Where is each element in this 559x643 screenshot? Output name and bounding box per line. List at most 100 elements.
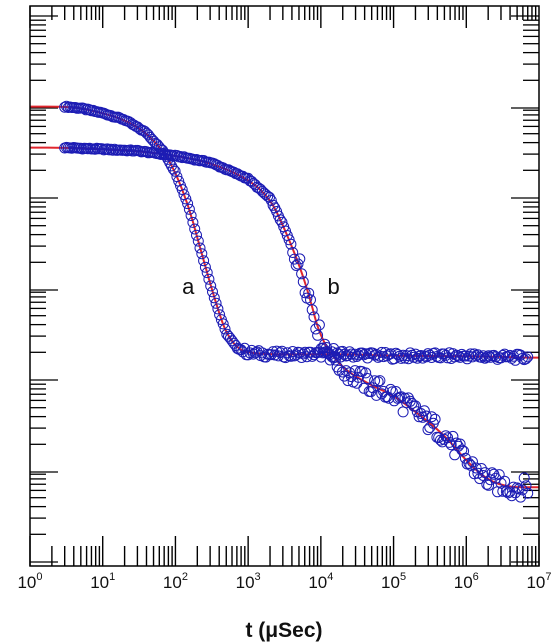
x-tick-label: 105 <box>381 571 406 592</box>
data-point-b <box>372 376 384 388</box>
data-point-a <box>516 352 528 364</box>
annotation-a: a <box>182 274 195 299</box>
data-point-b <box>155 149 167 160</box>
data-point-a <box>488 349 500 361</box>
data-point-a <box>59 101 71 113</box>
data-point-a <box>358 349 370 361</box>
data-point-a <box>459 350 471 362</box>
data-point-b <box>516 484 528 496</box>
data-points-layer <box>59 100 534 503</box>
data-point-b <box>297 276 309 288</box>
data-point-b <box>442 432 454 444</box>
data-point-b <box>313 319 325 331</box>
data-point-b <box>486 467 498 479</box>
data-point-b <box>303 287 315 299</box>
data-point-a <box>187 216 199 228</box>
data-point-b <box>470 462 482 474</box>
data-point-b <box>329 354 341 366</box>
data-point-a <box>449 351 461 363</box>
data-point-b <box>349 365 361 377</box>
data-point-b <box>374 375 386 387</box>
data-point-a <box>397 349 409 361</box>
data-point-b <box>385 383 397 395</box>
data-point-a <box>191 229 202 241</box>
data-point-b <box>458 445 470 457</box>
data-point-b <box>187 153 199 165</box>
data-point-a <box>392 349 404 360</box>
data-point-b <box>290 260 302 271</box>
data-point-b <box>424 422 436 433</box>
data-point-a <box>287 346 299 357</box>
x-tick-label: 107 <box>526 571 551 592</box>
data-point-a <box>212 303 224 315</box>
data-point-a <box>265 349 277 361</box>
ticks-layer <box>29 6 540 566</box>
data-point-a <box>345 348 357 360</box>
data-point-b <box>378 385 389 397</box>
data-point-b <box>312 329 324 341</box>
x-tick-labels: 100 101 102 103 104 105 106 107 <box>17 571 551 592</box>
data-point-a <box>481 351 493 363</box>
data-point-b <box>283 234 295 246</box>
data-point-b <box>383 392 395 404</box>
data-point-a <box>281 347 293 359</box>
data-point-b <box>292 258 304 270</box>
data-point-a <box>260 351 272 363</box>
data-point-b <box>358 382 370 394</box>
data-point-b <box>306 304 318 316</box>
data-point-b <box>506 490 518 502</box>
data-point-b <box>296 268 308 280</box>
data-point-a <box>201 267 213 279</box>
data-point-a <box>194 242 206 254</box>
x-tick-label: 104 <box>308 571 333 592</box>
data-point-b <box>429 413 441 425</box>
data-point-b <box>308 311 320 323</box>
data-point-b <box>134 145 145 157</box>
data-point-a <box>176 184 188 195</box>
x-axis-label: t (μSec) <box>245 619 322 642</box>
data-point-b <box>351 377 363 389</box>
data-point-b <box>454 438 466 450</box>
data-point-a <box>185 210 197 221</box>
data-point-b <box>321 342 332 353</box>
data-point-b <box>287 247 299 258</box>
data-point-b <box>515 491 527 503</box>
data-point-a <box>203 273 215 285</box>
data-point-b <box>445 439 457 451</box>
data-point-b <box>265 195 277 206</box>
data-point-b <box>267 199 279 211</box>
data-point-a <box>411 352 423 364</box>
data-point-b <box>141 146 153 158</box>
data-point-b <box>410 400 421 412</box>
data-point-b <box>479 467 491 479</box>
data-point-a <box>288 350 300 362</box>
data-point-a <box>167 163 179 175</box>
data-point-b <box>310 323 322 335</box>
data-point-a <box>522 351 534 363</box>
data-point-b <box>96 143 108 155</box>
data-point-b <box>493 469 505 481</box>
data-point-a <box>395 352 407 364</box>
data-point-b <box>483 479 495 491</box>
data-point-b <box>89 143 101 155</box>
data-point-b <box>362 373 373 384</box>
data-point-a <box>169 165 181 177</box>
data-point-b <box>522 487 534 499</box>
data-point-b <box>328 343 340 354</box>
data-point-b <box>274 214 286 226</box>
data-point-a <box>415 350 427 361</box>
data-point-a <box>217 318 229 330</box>
x-tick-label: 101 <box>90 571 115 592</box>
data-point-b <box>426 411 438 423</box>
plot-frame <box>29 5 540 567</box>
x-tick-label: 103 <box>236 571 261 592</box>
data-point-a <box>141 127 153 139</box>
data-point-b <box>175 151 186 162</box>
data-point-b <box>484 474 496 486</box>
data-point-a <box>475 351 487 363</box>
data-point-b <box>107 144 119 156</box>
data-point-b <box>285 238 297 250</box>
data-point-a <box>210 297 222 309</box>
data-point-a <box>199 261 211 273</box>
